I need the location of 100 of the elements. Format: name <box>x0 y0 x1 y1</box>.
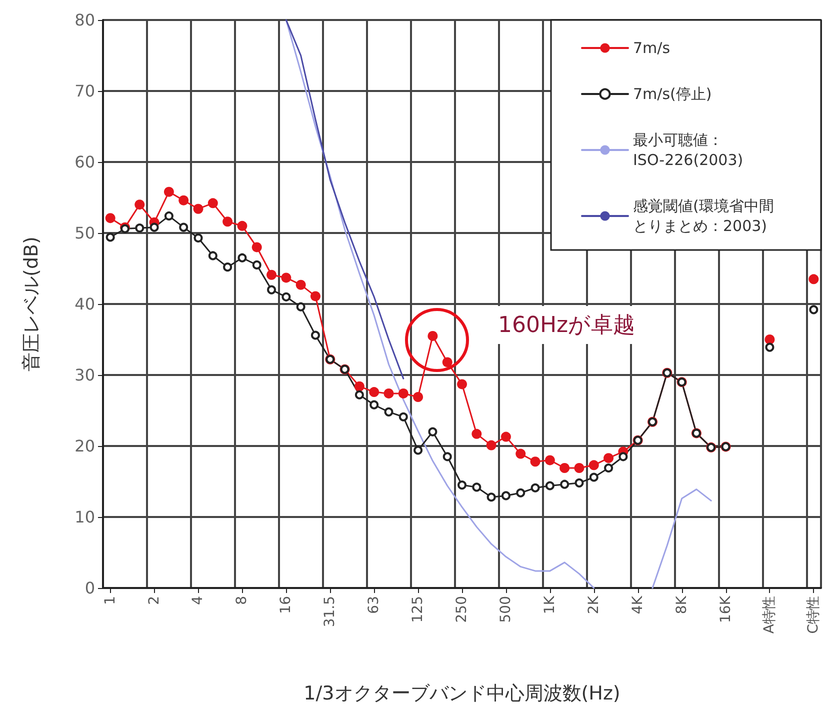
point <box>486 440 496 450</box>
x-tick-label: A特性 <box>762 596 778 634</box>
point <box>384 407 394 416</box>
point <box>414 446 423 455</box>
x-tick-label: 500 <box>498 596 514 623</box>
point <box>281 272 292 283</box>
point <box>296 280 306 290</box>
point <box>106 232 115 242</box>
x-tick-label: C特性 <box>806 596 822 634</box>
x-tick-label: 4 <box>190 596 206 605</box>
x-tick-label: 63 <box>366 596 382 614</box>
y-tick-label: 0 <box>84 578 95 598</box>
y-tick-label: 30 <box>74 366 95 384</box>
x-tick-label: 16K <box>718 595 734 623</box>
x-tick-label: 250 <box>454 596 470 623</box>
point <box>604 464 614 473</box>
point <box>458 480 466 490</box>
point <box>516 488 526 498</box>
y-tick-label: 80 <box>74 10 95 30</box>
point <box>472 482 482 492</box>
point <box>501 491 510 500</box>
annotation: 160Hzが卓越 <box>490 306 644 344</box>
x-axis-title: 1/3オクターブバンド中心周波数(Hz) <box>304 682 620 704</box>
point <box>398 412 408 422</box>
point <box>442 357 452 368</box>
point <box>135 224 144 233</box>
legend-label: 7m/s(停止) <box>633 85 712 103</box>
y-tick-label: 20 <box>74 436 95 456</box>
point <box>574 478 584 488</box>
y-tick-label: 40 <box>74 294 95 314</box>
point <box>809 305 818 314</box>
point <box>194 233 203 242</box>
point <box>764 334 775 344</box>
point <box>486 492 496 502</box>
point <box>134 200 145 210</box>
point <box>369 387 380 398</box>
legend-label: 7m/s <box>633 39 670 57</box>
point <box>370 400 379 410</box>
point <box>252 242 262 252</box>
point <box>252 260 262 270</box>
y-tick-label: 60 <box>74 152 95 172</box>
point <box>354 390 364 400</box>
x-tick-label: 2 <box>146 596 162 605</box>
x-tick-label: 31.5 <box>322 596 338 628</box>
point <box>164 211 174 220</box>
y-tick-label: 50 <box>74 224 95 242</box>
point <box>237 220 248 231</box>
point <box>604 453 614 464</box>
point <box>282 292 291 302</box>
point <box>296 302 306 312</box>
x-tick-label: 4K <box>630 595 646 614</box>
x-tick-label: 1K <box>542 595 558 614</box>
point <box>588 460 599 470</box>
point <box>516 448 526 459</box>
point <box>428 330 438 341</box>
point <box>500 432 511 442</box>
x-tick-label: 1 <box>102 596 118 605</box>
point <box>238 253 247 262</box>
point <box>105 213 116 224</box>
point <box>398 388 408 398</box>
point <box>589 472 598 482</box>
point <box>223 262 232 272</box>
point <box>267 285 276 294</box>
point <box>222 216 233 227</box>
y-tick-label: 10 <box>74 508 95 526</box>
x-tick-label: 125 <box>410 596 426 623</box>
x-tick-label: 8 <box>234 596 250 605</box>
point <box>208 198 218 208</box>
line-series <box>285 19 404 380</box>
point <box>150 222 159 232</box>
point <box>179 222 188 232</box>
point <box>354 381 364 392</box>
point <box>457 379 467 390</box>
point <box>618 452 628 462</box>
point <box>545 481 554 490</box>
legend-label: 感覚閾値(環境省中間とりまとめ：2003) <box>633 197 774 235</box>
x-tick-label: 16 <box>278 596 294 614</box>
point <box>208 251 218 260</box>
point <box>193 204 204 214</box>
point <box>544 455 555 466</box>
y-axis-title: 音圧レベル(dB) <box>20 236 42 372</box>
point <box>560 463 570 474</box>
point <box>530 456 540 467</box>
x-tick-label: 8K <box>674 595 690 614</box>
point <box>808 274 819 284</box>
x-tick-label: 2K <box>586 595 602 614</box>
point <box>574 463 584 474</box>
point <box>530 483 540 492</box>
point <box>266 270 277 280</box>
point <box>428 427 438 436</box>
point <box>164 186 174 197</box>
legend-label: 最小可聴値： ISO-226(2003) <box>633 131 744 169</box>
y-tick-label: 70 <box>74 82 95 100</box>
point <box>384 388 394 398</box>
point <box>472 428 482 439</box>
point <box>310 330 320 340</box>
point <box>560 480 570 489</box>
point <box>310 291 320 302</box>
point <box>765 342 774 352</box>
point <box>413 392 424 402</box>
